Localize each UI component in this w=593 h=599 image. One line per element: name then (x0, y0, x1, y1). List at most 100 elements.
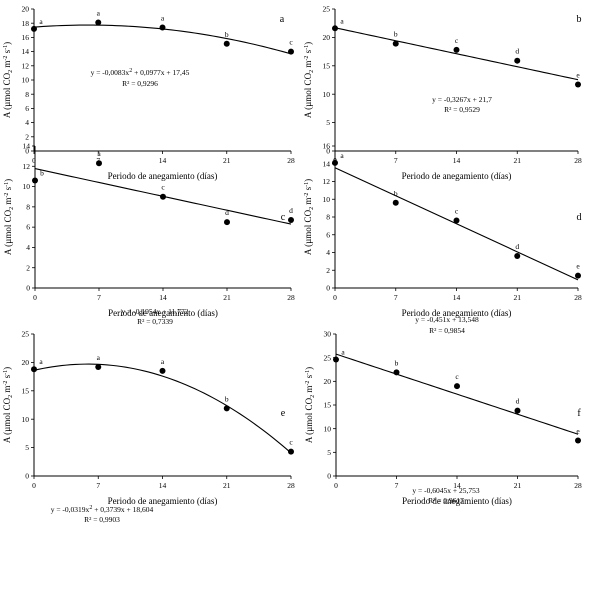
data-point (223, 40, 230, 47)
x-tick-label: 21 (514, 481, 522, 490)
chart-panel-a: 0246810121416182007142128Periodo de aneg… (2, 5, 295, 181)
data-point (32, 177, 38, 184)
y-tick-label: 2 (25, 132, 29, 141)
point-significance-label: e (576, 262, 580, 271)
data-point (31, 25, 37, 32)
data-point (288, 217, 294, 224)
y-tick-label: 10 (22, 415, 30, 424)
point-significance-label: a (161, 357, 165, 366)
x-axis-label: Periodo de anegamiento (días) (108, 171, 218, 181)
y-tick-label: 5 (25, 443, 29, 452)
point-significance-label: a (161, 13, 165, 22)
x-tick-label: 14 (453, 481, 461, 490)
panel-letter: f (577, 408, 581, 419)
data-point (514, 57, 521, 64)
x-tick-label: 7 (394, 293, 398, 302)
point-significance-label: d (516, 397, 520, 406)
y-tick-label: 12 (23, 162, 31, 171)
x-tick-label: 0 (32, 156, 36, 165)
x-tick-label: 21 (514, 156, 522, 165)
y-tick-label: 14 (23, 142, 31, 151)
point-significance-label: c (455, 207, 459, 216)
y-tick-label: 8 (326, 213, 330, 222)
data-point (575, 437, 581, 444)
point-significance-label: a (340, 16, 344, 25)
y-tick-label: 0 (25, 147, 29, 156)
regression-equation: y = -0,451x + 13,548 (415, 315, 479, 324)
panel-letter: c (281, 212, 286, 223)
y-tick-label: 2 (26, 263, 30, 272)
chart-panel-e: 0 5 10 15 20 25 0 7 14 21 28 Periodo de anegamiento… (2, 330, 295, 524)
data-point (514, 253, 521, 260)
y-tick-label: 6 (25, 104, 29, 113)
point-significance-label: c (455, 36, 459, 45)
x-axis-label: Periodo de anegamiento (días) (402, 308, 512, 318)
panel-letter: a (280, 14, 285, 25)
y-tick-label: 10 (323, 195, 331, 204)
data-point (224, 219, 230, 226)
data-point (392, 40, 399, 47)
data-point (392, 199, 399, 206)
point-significance-label: a (341, 348, 345, 357)
point-significance-label: c (455, 372, 459, 381)
x-tick-label: 0 (333, 293, 337, 302)
point-significance-label: b (394, 189, 398, 198)
y-tick-label: 20 (22, 5, 30, 14)
x-tick-label: 21 (223, 481, 231, 490)
y-tick-label: 25 (324, 353, 332, 362)
x-tick-label: 7 (395, 481, 399, 490)
x-axis-label: Periodo de anegamiento (días) (402, 171, 512, 181)
point-significance-label: c (289, 438, 293, 447)
x-tick-label: 14 (453, 293, 461, 302)
r-squared: R² = 0,9529 (444, 105, 480, 114)
y-axis-label: A (µmol CO2 m-2 s-1) (304, 367, 316, 443)
trend-line (334, 27, 579, 81)
data-point (31, 366, 37, 373)
point-significance-label: a (340, 151, 344, 160)
r-squared: R² = 0,7339 (137, 317, 173, 326)
y-tick-label: 4 (25, 118, 29, 127)
y-tick-label: 0 (326, 147, 330, 156)
point-significance-label: a (97, 353, 101, 362)
y-tick-label: 20 (323, 33, 331, 42)
x-tick-label: 28 (287, 156, 295, 165)
regression-equation: y = -0,6045x + 25,753 (412, 486, 479, 495)
y-tick-label: 6 (326, 230, 330, 239)
regression-equation: y = -0,3267x + 21,7 (432, 95, 492, 104)
y-tick-label: 5 (327, 448, 331, 457)
y-tick-label: 18 (22, 19, 30, 28)
x-tick-label: 28 (574, 293, 582, 302)
y-tick-label: 0 (327, 472, 331, 481)
point-significance-label: b (394, 30, 398, 39)
data-point (575, 272, 581, 279)
data-point (96, 160, 102, 167)
x-tick-label: 7 (394, 156, 398, 165)
y-tick-label: 15 (324, 401, 332, 410)
x-axis-label: Periodo de anegamiento (días) (108, 496, 218, 506)
data-point (159, 24, 166, 31)
point-significance-label: d (515, 242, 519, 251)
panel-letter: d (577, 212, 582, 223)
data-point (453, 217, 460, 224)
point-significance-label: d (225, 208, 229, 217)
y-tick-label: 25 (323, 5, 331, 14)
data-point (332, 25, 338, 32)
y-tick-label: 0 (26, 284, 30, 293)
y-axis-label: A (µmol CO2 m-2 s-1) (3, 179, 15, 255)
point-significance-label: d (289, 206, 293, 215)
x-tick-label: 28 (574, 156, 582, 165)
data-point (575, 81, 581, 88)
x-tick-label: 21 (514, 293, 522, 302)
x-tick-label: 14 (453, 156, 461, 165)
y-tick-label: 14 (22, 47, 30, 56)
point-significance-label: b (395, 358, 399, 367)
y-tick-label: 8 (26, 202, 30, 211)
y-tick-label: 10 (22, 76, 30, 85)
data-point (514, 407, 521, 414)
point-significance-label: b (225, 30, 229, 39)
y-tick-label: 6 (26, 223, 30, 232)
x-tick-label: 0 (32, 481, 36, 490)
y-tick-label: 0 (25, 472, 29, 481)
